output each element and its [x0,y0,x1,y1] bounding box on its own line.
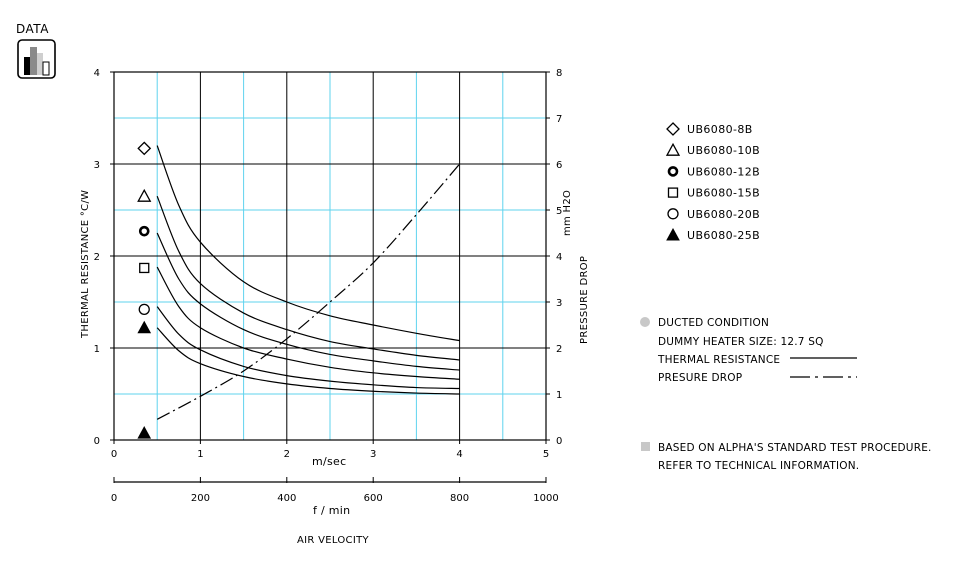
bar-chart-icon [17,39,56,79]
y-right-tick-label: 0 [556,436,562,447]
x2-tick-label: 1000 [533,493,558,504]
series-line-ub6080-8b [156,145,460,342]
y-right-tick-label: 1 [556,390,562,401]
x2-axis-label: f / min [313,504,350,517]
x-tick-label: 3 [370,449,376,460]
y-right-tick-label: 3 [556,298,562,309]
series-line-ub6080-12b [156,232,460,371]
data-badge-label: DATA [16,22,49,36]
legend-marker-triangle-icon [665,142,681,156]
y-left-tick-label: 1 [94,344,100,355]
y-left-tick-label: 0 [94,436,100,447]
ducted-condition-title: DUCTED CONDITION [658,317,769,329]
x2-tick-label: 600 [364,493,383,504]
ducted-bullet-icon [640,317,650,327]
legend-item: UB6080-20B [667,208,760,221]
y-left-tick-label: 4 [94,68,100,79]
legend-label: UB6080-20B [687,208,760,221]
x-tick-label: 0 [111,449,117,460]
series-marker-ub6080-20b [138,303,150,316]
y-right-tick-label: 5 [556,206,562,217]
pressure-drop-marker [137,426,152,439]
x-tick-label: 4 [456,449,462,460]
x-title: AIR VELOCITY [297,535,370,546]
legend-item: UB6080-25B [666,227,760,242]
based-on-line2: REFER TO TECHNICAL INFORMATION. [658,460,859,472]
series-marker-ub6080-12b [138,225,150,237]
chart-grid [114,72,546,440]
series-marker-ub6080-15b [139,262,150,274]
legend-label: UB6080-25B [687,229,760,242]
thermal-resistance-key-label: THERMAL RESISTANCE [657,354,780,366]
series-line-presure-drop [156,163,461,420]
legend: UB6080-8B UB6080-10B UB6080-12B UB6080-15B U… [665,122,760,242]
series-line-ub6080-15b [156,266,460,380]
y-right-tick-label: 2 [556,344,562,355]
based-on-bullet-icon [641,442,650,451]
x-tick-label: 1 [197,449,203,460]
y-right-unit: mm H2O [562,190,573,236]
y-right-label: PRESSURE DROP [579,256,590,344]
x-axis-label: m/sec [312,455,346,468]
legend-marker-circle-bold-icon [667,166,679,177]
based-on-line1: BASED ON ALPHA'S STANDARD TEST PROCEDURE… [658,442,932,454]
series-marker-ub6080-25b [137,320,152,334]
y-right-tick-label: 4 [556,252,562,263]
y-left-tick-label: 3 [94,160,100,171]
legend-label: UB6080-8B [687,123,753,136]
legend-marker-diamond-icon [666,122,680,136]
legend-item: UB6080-15B [667,187,760,200]
chart-markers [137,141,152,439]
x2-tick-label: 0 [111,493,117,504]
legend-label: UB6080-15B [687,187,760,200]
x2-tick-label: 800 [450,493,469,504]
y-right-tick-label: 7 [556,114,562,125]
y-right-tick-label: 8 [556,68,562,79]
legend-marker-triangle-filled-icon [666,227,680,241]
legend-item: UB6080-12B [667,165,760,178]
x-tick-label: 2 [284,449,290,460]
notes: DUCTED CONDITION DUMMY HEATER SIZE: 12.7… [640,317,932,472]
y-left-label: THERMAL RESISTANCE °C/W [80,190,91,339]
series-line-ub6080-25b [156,327,460,395]
legend-label: UB6080-10B [687,144,760,157]
y-right-tick-label: 6 [556,160,562,171]
legend-label: UB6080-12B [687,165,760,178]
x2-tick-label: 400 [277,493,296,504]
series-line-ub6080-10b [156,195,460,361]
legend-marker-circle-icon [667,208,679,220]
series-line-ub6080-20b [156,306,460,390]
x2-tick-label: 200 [191,493,210,504]
series-marker-ub6080-10b [137,188,152,202]
series-marker-ub6080-8b [137,141,152,156]
pressure-drop-key-label: PRESURE DROP [658,372,742,384]
heater-size-text: DUMMY HEATER SIZE: 12.7 SQ [658,336,824,348]
legend-item: UB6080-10B [665,142,760,157]
y-left-tick-label: 2 [94,252,100,263]
x-tick-label: 5 [543,449,549,460]
legend-marker-square-icon [667,187,679,198]
legend-item: UB6080-8B [666,122,753,136]
chart-series [156,145,461,420]
